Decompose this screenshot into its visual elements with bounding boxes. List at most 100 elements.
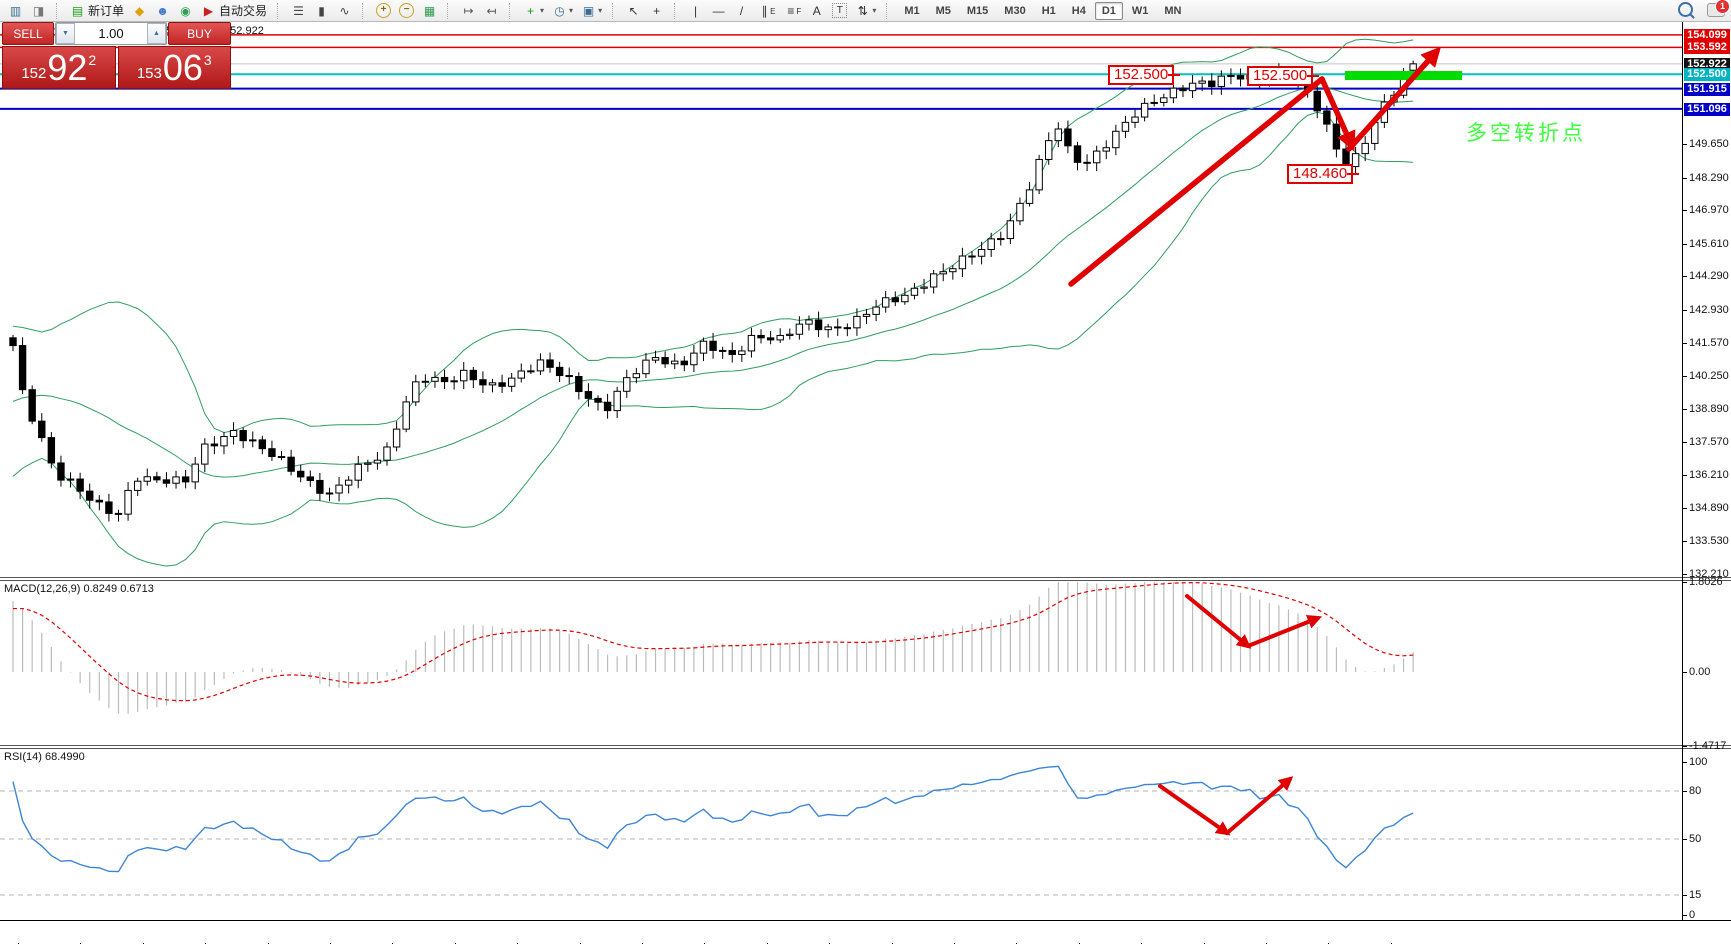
auto-scroll-button[interactable]: ↦ [458,1,479,21]
vertical-line-button[interactable]: | [685,1,706,21]
timeframe-group: M1 M5 M15 M30 H1 H4 D1 W1 MN [896,0,1189,22]
horizontal-line-button[interactable]: — [708,1,729,21]
zoom-in-button[interactable]: + [373,1,394,21]
price-tag-153.592: 153.592 [1684,41,1730,55]
timeframe-m30-button[interactable]: M30 [1004,4,1026,17]
indicators-button[interactable]: + ▾ [520,1,547,21]
volume-decrease-button[interactable]: ▼ [56,23,75,44]
new-chart-button[interactable]: ▥ [5,1,26,21]
timeframe-m1-button[interactable]: M1 [904,4,920,17]
rsi-arrow[interactable] [1158,784,1231,836]
price-tick-label: 140.250 [1689,369,1729,382]
price-tick-mark [1682,309,1687,311]
macd-tick-mark [1682,672,1687,673]
candles-mode-button[interactable]: ▮ [311,1,332,21]
price-annotation-box[interactable]: 152.500 [1247,66,1314,86]
candle-body [977,249,986,257]
trendline-button[interactable]: / [731,1,752,21]
toolbar-right: 1 [1678,0,1730,17]
rsi-arrow[interactable] [1225,776,1294,835]
crosshair-button[interactable]: + [646,1,667,21]
periods-button[interactable]: ◷ ▾ [549,1,576,21]
rsi-tick-label: 0 [1689,909,1696,921]
candle-body [1179,87,1187,92]
candle-body [1035,158,1043,191]
annotation-arrows[interactable] [1068,46,1462,836]
timeframe-m5-button[interactable]: M5 [935,4,951,17]
candles-mode-button-icon: ▮ [318,3,325,18]
annotation-connector [1168,74,1180,76]
candle-body [1073,145,1082,163]
chart-canvas[interactable] [0,22,1682,920]
chart-area[interactable]: ▲ GBPJPY-,Daily 152.662 153.053 152.277 … [0,22,1731,944]
pane-divider[interactable] [0,748,1731,749]
turning-point-label: 多空转折点 [1466,122,1586,145]
price-tick-label: 148.290 [1689,171,1729,184]
timeframe-h1-button[interactable]: H1 [1041,4,1056,17]
toolbar-group: ↦ ↤ [457,0,503,22]
cursor-button-icon: ↖ [628,3,639,18]
price-annotation-box[interactable]: 148.460 [1287,164,1354,184]
new-order-button[interactable]: ▤ 新订单 [67,1,127,21]
text-label-button[interactable]: T [829,1,850,21]
timeframe-w1-button[interactable]: W1 [1131,4,1149,17]
timeframe-h4-button[interactable]: H4 [1071,4,1086,17]
text-button[interactable]: A [806,1,827,21]
pane-divider[interactable] [0,745,1731,746]
news-button-icon: ◉ [180,3,191,18]
trend-arrow[interactable] [1068,76,1325,287]
rsi-tick-mark [1682,915,1687,916]
line-mode-button[interactable]: ∿ [334,1,355,21]
macd-arrow[interactable] [1185,594,1252,649]
price-tick-label: 144.290 [1689,270,1729,283]
pane-divider[interactable] [0,580,1731,581]
candle-body [306,476,314,481]
sell-button[interactable]: SELL [2,22,54,45]
timeframe-d1-button[interactable]: D1 [1094,1,1123,20]
volume-increase-button[interactable]: ▲ [147,23,166,44]
search-icon[interactable] [1678,2,1693,17]
chart-shift-button[interactable]: ↤ [481,1,502,21]
zoom-out-button[interactable]: − [396,1,417,21]
candle-body [258,439,267,450]
volume-stepper[interactable]: ▼ 1.00 ▲ [55,22,167,45]
line-mode-button-icon: ∿ [339,3,350,18]
bars-mode-button[interactable]: ☰ [288,1,309,21]
buy-price[interactable]: 153 06 3 [117,46,231,89]
toolbar-separator [56,2,62,19]
price-tick-label: 138.890 [1689,403,1729,416]
candle-body [987,238,995,251]
templates-button[interactable]: ▣ ▾ [578,1,605,21]
history-center-button[interactable]: ◆ [129,1,150,21]
text-label-button-icon: T [832,3,848,18]
macd-arrow[interactable] [1246,615,1323,648]
candle-body [738,350,746,355]
volume-value[interactable]: 1.00 [98,26,124,41]
news-button[interactable]: ◉ [175,1,196,21]
candle-body [124,489,132,515]
trend-arrow[interactable] [1319,76,1356,152]
green-highlight-bar[interactable] [1345,71,1462,80]
sell-price[interactable]: 152 92 2 [2,46,116,89]
caret-down-icon: ▾ [569,6,574,15]
rsi-plot [0,765,1682,896]
timeframe-m15-button[interactable]: M15 [966,4,989,17]
history-center-button-icon: ◆ [134,3,145,18]
new-chart-button-icon: ▥ [9,3,22,18]
shapes-button[interactable]: ⇅ ▾ [852,1,879,21]
buy-button[interactable]: BUY [168,22,231,45]
price-annotation-box[interactable]: 152.500 [1108,65,1175,85]
trend-arrow[interactable] [1346,46,1441,152]
timeframe-mn-button[interactable]: MN [1164,4,1182,17]
toolbar-group: + ▾ ◷ ▾ ▣ ▾ [519,0,606,22]
chart-profiles-button[interactable]: ◨ [28,1,49,21]
contacts-button[interactable]: ☻ [152,1,173,21]
autotrading-button[interactable]: ▶ 自动交易 [198,1,270,21]
equidistant-channel-button[interactable]: ∥ E [754,1,778,21]
cursor-button[interactable]: ↖ [623,1,644,21]
chat-icon[interactable]: 1 [1707,0,1730,17]
candle-body [834,326,842,329]
tile-windows-button[interactable]: ▦ [419,1,440,21]
fibonacci-button[interactable]: ≡ F [780,1,804,21]
pane-divider[interactable] [0,577,1731,578]
